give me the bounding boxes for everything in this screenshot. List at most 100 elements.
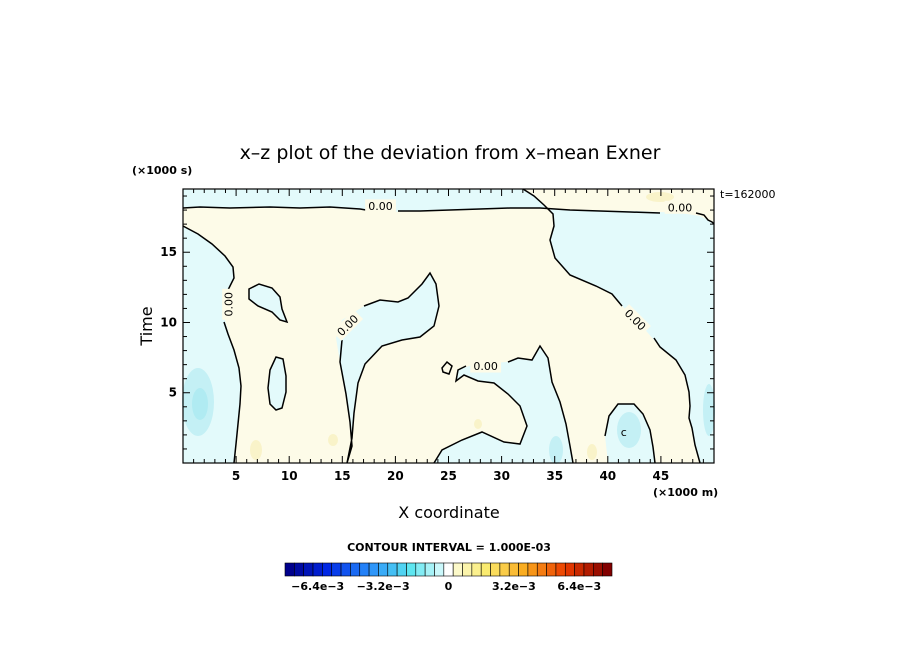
positive-spot-3 xyxy=(474,419,482,429)
zero-contours xyxy=(182,188,715,464)
colorbar-cell xyxy=(452,562,463,577)
colorbar-cell xyxy=(322,562,333,577)
colorbar-tick-label: −6.4e−3 xyxy=(291,580,344,593)
contour-interval-label: CONTOUR INTERVAL = 1.000E-03 xyxy=(347,541,551,554)
colorbar-cell xyxy=(415,562,426,577)
colorbar-tick-label: 6.4e−3 xyxy=(557,580,601,593)
x-tick-label: 15 xyxy=(334,469,351,483)
x-axis-label: X coordinate xyxy=(398,503,499,522)
negative-blob-left-lower xyxy=(268,357,286,410)
contour-small-loop xyxy=(441,360,453,375)
negative-core-center xyxy=(549,436,563,464)
negative-region-center-upper xyxy=(336,273,439,463)
colorbar-cell xyxy=(340,562,351,577)
negative-core-left-inner xyxy=(192,388,208,420)
contour-label-bg xyxy=(222,288,236,320)
colorbar-cell xyxy=(378,562,389,577)
positive-spot-2 xyxy=(328,434,338,446)
colorbar-cell xyxy=(508,562,519,577)
colorbar-cell xyxy=(406,562,417,577)
colorbar-cell xyxy=(359,562,370,577)
colorbar-cell xyxy=(294,562,304,577)
colorbar-cell xyxy=(462,562,473,577)
colorbar-cell xyxy=(555,562,566,577)
colorbar-cell xyxy=(331,562,342,577)
contour-label-text: 0.00 xyxy=(223,292,236,317)
colorbar-cell xyxy=(387,562,398,577)
plot-area xyxy=(182,188,715,464)
colorbar-cell xyxy=(583,562,594,577)
contour-label-bg xyxy=(332,309,364,341)
contour-blob-lower xyxy=(267,356,287,411)
contour-label-text: 0.00 xyxy=(473,360,498,373)
colorbar-cell xyxy=(368,562,379,577)
colorbar-cell xyxy=(546,562,557,577)
contour-top xyxy=(182,206,715,225)
x-tick-label: 20 xyxy=(387,469,404,483)
colorbar-cell xyxy=(527,562,538,577)
positive-spot-1 xyxy=(250,440,262,460)
negative-core-bottom-right xyxy=(617,412,641,448)
contour-bottom-right-loop xyxy=(604,403,656,464)
contour-label-bg xyxy=(470,359,502,373)
colorbar-cell xyxy=(602,562,613,577)
colorbar-cell xyxy=(499,562,510,577)
colorbar-cell xyxy=(424,562,435,577)
negative-region-center xyxy=(434,346,573,463)
contour-label-bg xyxy=(619,304,651,336)
y-unit-label: (×1000 s) xyxy=(132,164,192,177)
contour-label-text: 0.00 xyxy=(368,200,393,213)
colorbar-cell xyxy=(434,562,445,577)
x-tick-label: 45 xyxy=(653,469,670,483)
colorbar-tick-label: −3.2e−3 xyxy=(357,580,410,593)
contour-label-text: 0.00 xyxy=(668,201,693,214)
colorbar-cell xyxy=(536,562,547,577)
colorbar-cell xyxy=(574,562,585,577)
contour-label-text: c xyxy=(621,426,627,439)
negative-blob-left-upper xyxy=(249,284,287,322)
x-tick-label: 10 xyxy=(281,469,298,483)
colorbar-cell xyxy=(350,562,361,577)
contour-label-bg xyxy=(365,199,396,213)
colorbar-cell xyxy=(593,562,603,577)
y-tick-label: 5 xyxy=(169,386,177,400)
contour-center-upper xyxy=(339,271,440,464)
contour-label: 0.00 xyxy=(365,199,396,213)
colorbar-cell xyxy=(312,562,323,577)
positive-spot-5 xyxy=(646,192,674,202)
x-tick-label: 40 xyxy=(599,469,616,483)
y-tick-label: 10 xyxy=(160,315,177,329)
negative-core-right xyxy=(703,384,715,436)
chart-title: x–z plot of the deviation from x–mean Ex… xyxy=(240,142,661,164)
contour-label: 0.00 xyxy=(470,359,502,373)
x-unit-label: (×1000 m) xyxy=(653,486,718,499)
x-tick-label: 30 xyxy=(493,469,510,483)
axis-ticks: 5 10 15 20 25 30 35 40 45 5 10 15 xyxy=(160,189,714,483)
contour-label: 0.00 xyxy=(664,200,696,214)
contour-label: c xyxy=(621,426,627,439)
contour-label: 0.00 xyxy=(222,288,236,320)
positive-spot-4 xyxy=(587,444,597,460)
colorbar-cell xyxy=(471,562,482,577)
contour-label-bg xyxy=(664,200,696,214)
contour-right xyxy=(522,188,701,464)
colorbar: −6.4e−3 −3.2e−3 0 3.2e−3 6.4e−3 xyxy=(284,562,613,593)
colorbar-cell xyxy=(443,562,454,577)
colorbar-cell xyxy=(490,562,501,577)
contour-labels: 0.00 0.000.000.000.000.00c xyxy=(222,199,696,439)
colorbar-tick-label: 3.2e−3 xyxy=(492,580,536,593)
x-tick-label: 25 xyxy=(440,469,457,483)
time-stamp: t=162000 xyxy=(720,188,776,201)
colorbar-cell xyxy=(396,562,407,577)
colorbar-tick-label: 0 xyxy=(445,580,453,593)
x-tick-label: 5 xyxy=(232,469,240,483)
y-axis-label: Time xyxy=(137,306,156,346)
colorbar-cell xyxy=(480,562,491,577)
y-tick-label: 15 xyxy=(160,245,177,259)
colorbar-cell xyxy=(518,562,529,577)
contour-left xyxy=(182,225,242,464)
x-tick-label: 35 xyxy=(546,469,563,483)
negative-region-top xyxy=(183,189,714,463)
colorbar-cell xyxy=(303,562,314,577)
